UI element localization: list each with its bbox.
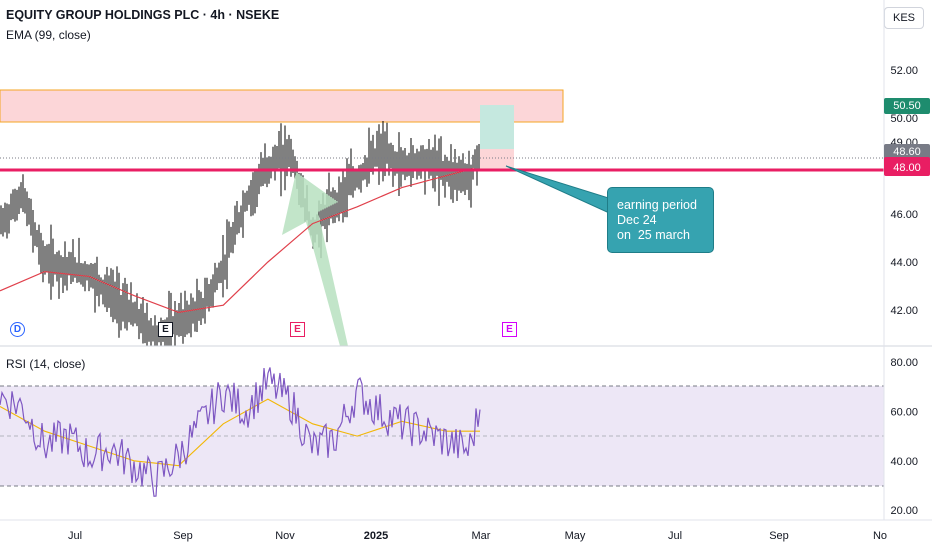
ema-line[interactable]: [0, 167, 474, 314]
time-tick-label: Jul: [668, 530, 682, 542]
price-tick-label: 46.00: [890, 209, 918, 221]
time-tick-label: 2025: [364, 530, 388, 542]
arrow-shape[interactable]: [282, 172, 348, 346]
callout-line: Dec 24: [617, 213, 657, 227]
time-tick-label: May: [565, 530, 586, 542]
ema-indicator-label[interactable]: EMA (99, close): [6, 28, 91, 42]
time-tick-label: No: [873, 530, 887, 542]
rsi-tick-label: 40.00: [890, 456, 918, 468]
price-badge: 50.50: [884, 98, 930, 114]
price-tick-label: 42.00: [890, 305, 918, 317]
callout-pointer: [505, 165, 616, 213]
stop-box[interactable]: [480, 149, 514, 169]
chart-title: EQUITY GROUP HOLDINGS PLC · 4h · NSEKE: [6, 8, 280, 22]
earnings-marker[interactable]: E: [158, 322, 173, 337]
dividend-marker[interactable]: D: [10, 322, 25, 337]
rsi-tick-label: 20.00: [890, 505, 918, 517]
price-badge: 48.00: [884, 160, 930, 177]
time-tick-label: Sep: [173, 530, 193, 542]
time-tick-label: Sep: [769, 530, 789, 542]
time-tick-label: Jul: [68, 530, 82, 542]
price-badge: 48.60: [884, 143, 930, 160]
target-box[interactable]: [480, 105, 514, 149]
time-tick-label: Nov: [275, 530, 295, 542]
callout-line: earning period: [617, 198, 697, 212]
callout-line: on 25 march: [617, 228, 690, 242]
rsi-tick-label: 80.00: [890, 357, 918, 369]
price-tick-label: 50.00: [890, 113, 918, 125]
earning-period-callout[interactable]: earning period Dec 24 on 25 march: [607, 187, 714, 253]
price-tick-label: 52.00: [890, 65, 918, 77]
rsi-tick-label: 60.00: [890, 406, 918, 418]
time-tick-label: Mar: [472, 530, 491, 542]
earnings-marker[interactable]: E: [502, 322, 517, 337]
resistance-zone[interactable]: [0, 89, 564, 123]
rsi-indicator-label[interactable]: RSI (14, close): [6, 357, 86, 371]
rsi-line[interactable]: [0, 367, 481, 497]
earnings-marker[interactable]: E: [290, 322, 305, 337]
price-tick-label: 44.00: [890, 257, 918, 269]
